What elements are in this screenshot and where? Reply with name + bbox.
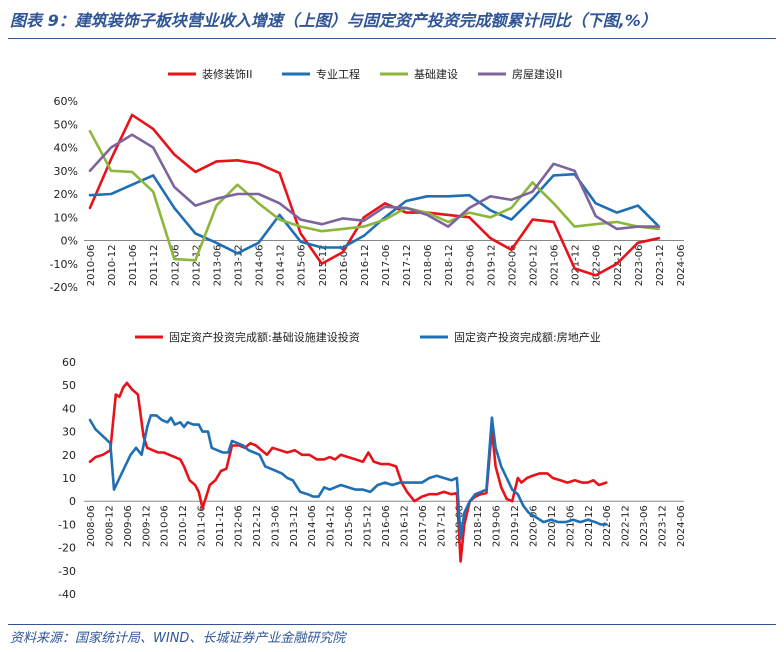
x-tick-label: 2013-06: [270, 505, 281, 547]
x-tick-label: 2015-06: [344, 505, 355, 547]
series-line-4: [88, 133, 661, 231]
legend-label: 房屋建设II: [512, 67, 563, 81]
x-tick-label: 2016-06: [381, 505, 392, 547]
x-tick-label: 2023-06: [639, 505, 650, 547]
x-tick-label: 2009-06: [123, 505, 134, 547]
top-line-chart: 装修装饰II 专业工程 基础建设 房屋建设II -20% -10% 0% 10% 20% 30% 4…: [50, 67, 687, 294]
y-tick-label: 10: [62, 472, 76, 485]
x-tick-label: 2017-12: [436, 505, 447, 547]
y-tick-label: 0: [69, 495, 76, 508]
x-tick-label: 2011-06: [128, 245, 139, 287]
x-tick-label: 2009-12: [141, 505, 152, 547]
x-tick-label: 2008-12: [104, 505, 115, 547]
x-tick-label: 2013-06: [212, 245, 223, 287]
x-tick-label: 2022-12: [613, 245, 624, 287]
x-tick-label: 2019-06: [492, 505, 503, 547]
x-tick-label: 2013-12: [289, 505, 300, 547]
series-line-3: [88, 129, 661, 262]
bottom-line-chart: 固定资产投资完成额:基础设施建设投资 固定资产投资完成额:房地产业 -40 -30 -2…: [58, 330, 687, 601]
x-tick-label: 2014-12: [276, 245, 287, 287]
y-tick-label: 60: [62, 356, 76, 369]
x-tick-label: 2018-12: [473, 505, 484, 547]
x-tick-label: 2016-06: [339, 245, 350, 287]
x-tick-label: 2017-06: [381, 245, 392, 287]
x-tick-label: 2012-06: [170, 245, 181, 287]
y-tick-label: 60%: [54, 95, 78, 108]
y-tick-label: 40: [62, 402, 76, 415]
x-tick-label: 2021-12: [584, 505, 595, 547]
x-tick-label: 2011-12: [215, 505, 226, 547]
x-tick-label: 2010-12: [178, 505, 189, 547]
x-tick-label: 2020-12: [529, 245, 540, 287]
y-tick-label: 20%: [54, 188, 78, 201]
x-tick-label: 2022-12: [621, 505, 632, 547]
x-tick-label: 2023-12: [655, 245, 666, 287]
y-tick-label: 30: [62, 426, 76, 439]
y-tick-label: 50%: [54, 118, 78, 131]
series-line-2: [88, 414, 608, 540]
x-tick-label: 2013-12: [234, 245, 245, 287]
source-rule: [8, 624, 776, 625]
source-note: 资料来源：国家统计局、WIND、长城证券产业金融研究院: [10, 631, 346, 646]
series-line-2: [88, 172, 661, 255]
x-tick-label: 2018-12: [444, 245, 455, 287]
x-tick-label: 2014-06: [255, 245, 266, 287]
x-tick-label: 2015-12: [363, 505, 374, 547]
x-tick-label: 2024-06: [676, 505, 687, 547]
x-tick-label: 2012-12: [191, 245, 202, 287]
legend-label: 基础建设: [414, 67, 458, 81]
x-tick-label: 2016-12: [360, 245, 371, 287]
x-tick-label: 2020-06: [529, 505, 540, 547]
x-tick-label: 2018-06: [423, 245, 434, 287]
x-tick-label: 2020-06: [507, 245, 518, 287]
x-tick-label: 2010-06: [160, 505, 171, 547]
x-tick-label: 2010-06: [86, 245, 97, 287]
y-tick-label: 10%: [54, 211, 78, 224]
legend-label: 固定资产投资完成额:房地产业: [454, 330, 601, 344]
y-tick-label: -30: [58, 565, 76, 578]
x-tick-label: 2014-06: [307, 505, 318, 547]
x-tick-label: 2020-12: [547, 505, 558, 547]
x-tick-label: 2019-12: [486, 245, 497, 287]
series-line-1: [88, 113, 661, 277]
x-tick-label: 2019-06: [465, 245, 476, 287]
figure-title: 图表 9：建筑装饰子板块营业收入增速（上图）与固定资产投资完成额累计同比（下图,…: [10, 11, 657, 30]
x-tick-label: 2017-06: [418, 505, 429, 547]
legend-label: 固定资产投资完成额:基础设施建设投资: [169, 330, 360, 344]
x-tick-label: 2023-06: [634, 245, 645, 287]
x-tick-label: 2014-12: [326, 505, 337, 547]
y-tick-label: -40: [58, 588, 76, 601]
series-line-1: [88, 381, 608, 563]
x-tick-label: 2017-12: [402, 245, 413, 287]
y-tick-label: -20%: [50, 281, 78, 294]
x-tick-label: 2015-12: [318, 245, 329, 287]
x-tick-label: 2021-06: [550, 245, 561, 287]
x-tick-label: 2022-06: [592, 245, 603, 287]
y-tick-label: 50: [62, 379, 76, 392]
x-tick-label: 2012-12: [252, 505, 263, 547]
x-tick-label: 2021-06: [565, 505, 576, 547]
x-tick-label: 2016-12: [399, 505, 410, 547]
y-tick-label: 0%: [61, 235, 78, 248]
y-tick-label: -10: [58, 518, 76, 531]
x-tick-label: 2011-12: [149, 245, 160, 287]
x-tick-label: 2012-06: [234, 505, 245, 547]
x-tick-label: 2019-12: [510, 505, 521, 547]
y-tick-label: 40%: [54, 142, 78, 155]
x-tick-label: 2010-12: [107, 245, 118, 287]
legend-label: 装修装饰II: [202, 67, 253, 81]
x-tick-label: 2015-06: [297, 245, 308, 287]
y-tick-label: -10%: [50, 258, 78, 271]
x-tick-label: 2008-06: [86, 505, 97, 547]
x-tick-label: 2011-06: [197, 505, 208, 547]
y-tick-label: 30%: [54, 165, 78, 178]
x-tick-label: 2021-12: [571, 245, 582, 287]
legend-label: 专业工程: [316, 67, 360, 81]
x-tick-label: 2024-06: [676, 245, 687, 287]
y-tick-label: -20: [58, 542, 76, 555]
title-rule: [8, 38, 776, 39]
x-tick-label: 2023-12: [658, 505, 669, 547]
x-tick-label: 2022-06: [602, 505, 613, 547]
y-tick-label: 20: [62, 449, 76, 462]
